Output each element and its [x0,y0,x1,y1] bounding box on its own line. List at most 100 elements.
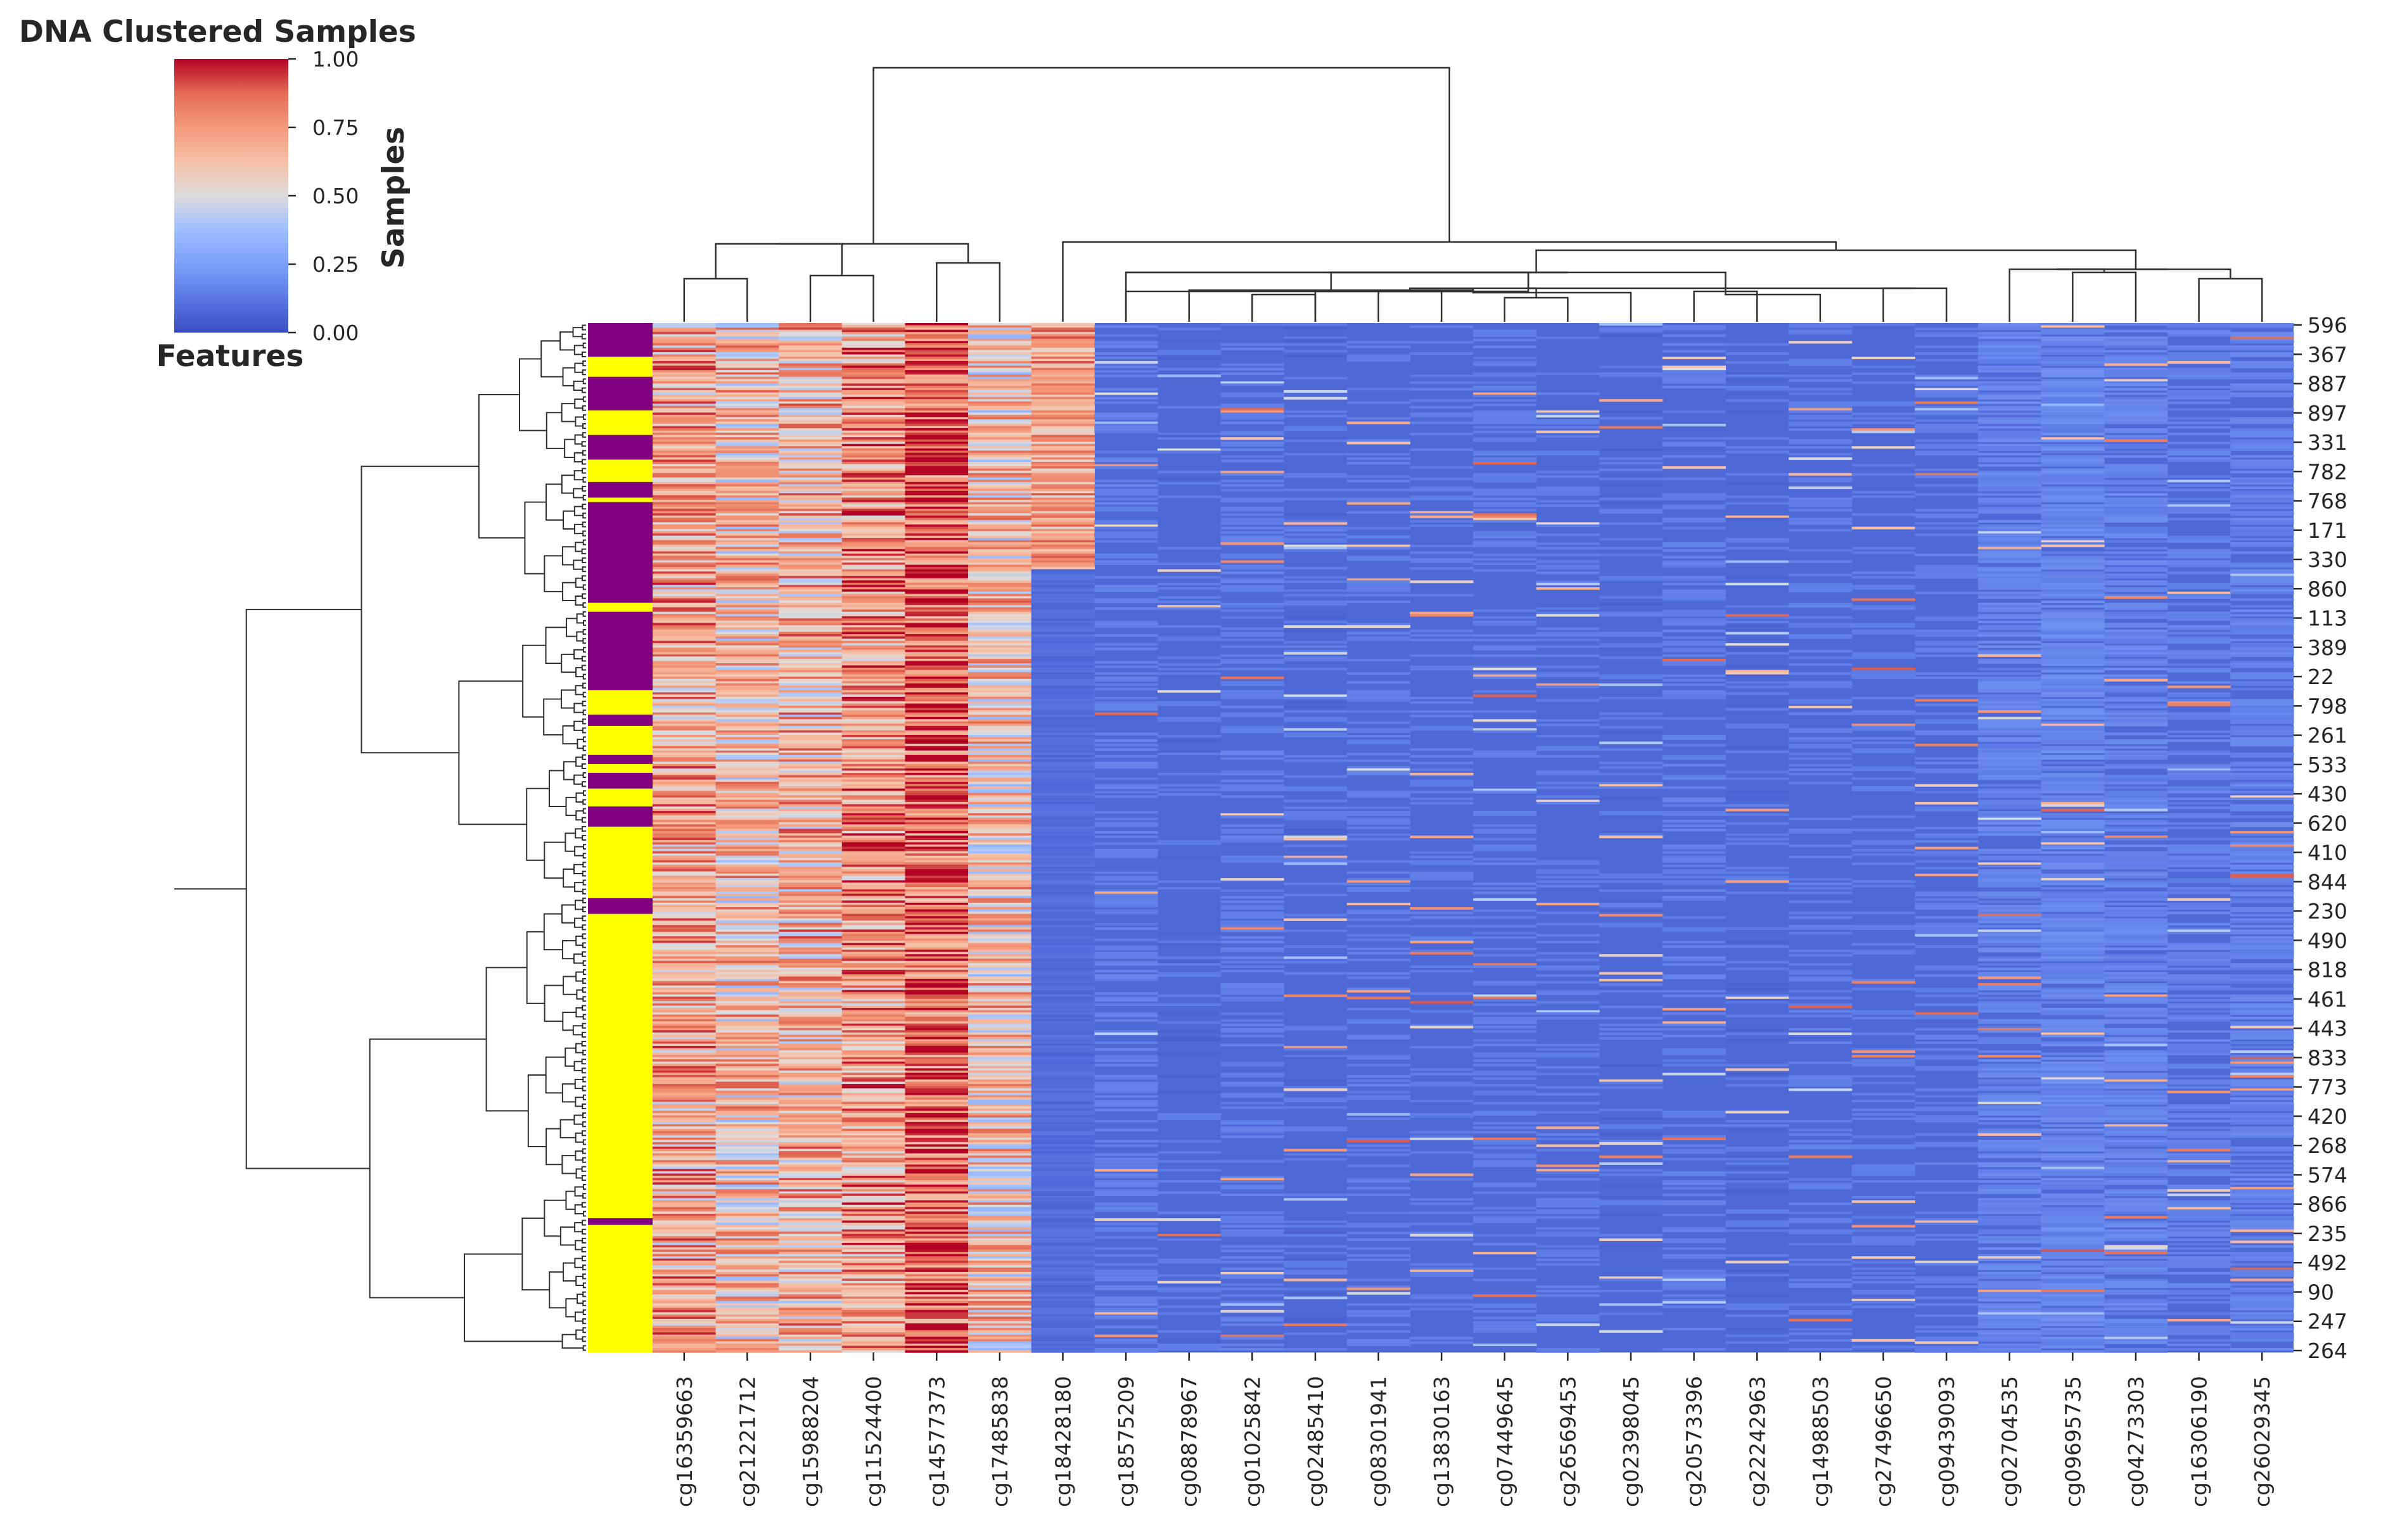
heatmap-cell [1220,715,1284,718]
heatmap-cell [1346,359,1410,362]
heatmap-cell [905,366,969,369]
heatmap-cell [905,442,969,445]
heatmap-cell [1031,1088,1095,1091]
heatmap-cell [653,1299,717,1302]
heatmap-cell [1599,374,1663,378]
heatmap-cell [905,701,969,704]
heatmap-cell [715,632,779,635]
heatmap-cell [779,1309,843,1313]
heatmap-cell [653,1213,717,1217]
heatmap-cell [841,531,905,534]
heatmap-cell [968,1021,1032,1024]
row-color-bar [588,323,653,1353]
heatmap-cell [841,1017,905,1020]
dendrogram-link [577,1294,584,1304]
heatmap-cell [841,652,905,655]
heatmap-cell [905,1185,969,1188]
heatmap-cell [1031,560,1095,563]
heatmap-cell [1599,1330,1663,1333]
heatmap-cell [968,950,1032,953]
heatmap-cell [1220,784,1284,787]
dendrogram-link [582,1094,586,1100]
heatmap-cell [968,869,1032,872]
heatmap-cell [1031,511,1095,514]
heatmap-cell [779,462,843,465]
heatmap-cell [1599,1200,1663,1203]
heatmap-cell [968,1223,1032,1226]
heatmap-cell [653,363,717,366]
heatmap-cell [841,931,905,934]
heatmap-cell [841,849,905,852]
heatmap-cell [841,1153,905,1156]
heatmap-cell [841,1182,905,1185]
dendrogram-link [581,1130,586,1136]
heatmap-cell [715,493,779,496]
heatmap-cell [715,616,779,619]
heatmap-cell [653,1223,717,1226]
heatmap-cell [905,1287,969,1290]
heatmap-cell [905,1173,969,1176]
heatmap-cell [905,799,969,803]
heatmap-cell [841,412,905,416]
dendrogram-link [544,984,564,1022]
heatmap-cell [841,658,905,662]
heatmap-cell [779,639,843,642]
heatmap-cell [905,1155,969,1159]
heatmap-cell [841,833,905,836]
heatmap-cell [968,361,1032,364]
heatmap-cell [1031,1252,1095,1255]
heatmap-cell [841,640,905,644]
heatmap-cell [653,661,717,664]
heatmap-cell [1536,1258,1600,1261]
heatmap-cell [653,1142,717,1145]
heatmap-cell [1599,922,1663,926]
heatmap-cell [905,1332,969,1335]
heatmap-cell [1473,475,1537,478]
heatmap-cell [968,1126,1032,1130]
heatmap-cell [841,623,905,626]
heatmap-cell [1220,343,1284,346]
heatmap-cell [1094,1247,1158,1250]
heatmap-cell [779,820,843,823]
heatmap-cell [1284,1149,1348,1152]
heatmap-cell [968,374,1032,378]
heatmap-cell [1536,746,1600,749]
dendrogram-link [575,1150,583,1161]
heatmap-cell [1473,363,1537,366]
heatmap-cell [841,916,905,919]
heatmap-cell [1346,401,1410,404]
heatmap-cell [1346,882,1410,886]
heatmap-cell [1157,1117,1222,1121]
heatmap-cell [779,920,843,924]
heatmap-cell [968,739,1032,742]
heatmap-cell [653,768,717,772]
heatmap-cell [1031,891,1095,894]
heatmap-cell [715,860,779,863]
heatmap-cell [968,1238,1032,1241]
heatmap-cell [1220,1193,1284,1197]
heatmap-cell [779,629,843,633]
heatmap-cell [905,786,969,789]
heatmap-cell [968,439,1032,442]
heatmap-cell [968,694,1032,697]
heatmap-cell [779,703,843,706]
heatmap-cell [715,1287,779,1290]
heatmap-cell [653,569,717,572]
dendrogram-link [582,342,586,348]
heatmap-cell [1031,748,1095,751]
heatmap-cell [841,947,905,950]
heatmap-cell [1473,493,1537,496]
heatmap-cell [841,846,905,850]
heatmap-cell [1220,1274,1284,1277]
heatmap-cell [1536,1122,1600,1125]
heatmap-cell [653,945,717,948]
heatmap-cell [968,1276,1032,1280]
heatmap-cell [779,1131,843,1134]
heatmap-cell [1220,668,1284,671]
heatmap-cell [1473,515,1537,518]
heatmap-cell [905,495,969,499]
heatmap-cell [968,367,1032,371]
heatmap-cell [653,696,717,700]
heatmap-cell [779,1017,843,1020]
heatmap-cell [968,938,1032,941]
